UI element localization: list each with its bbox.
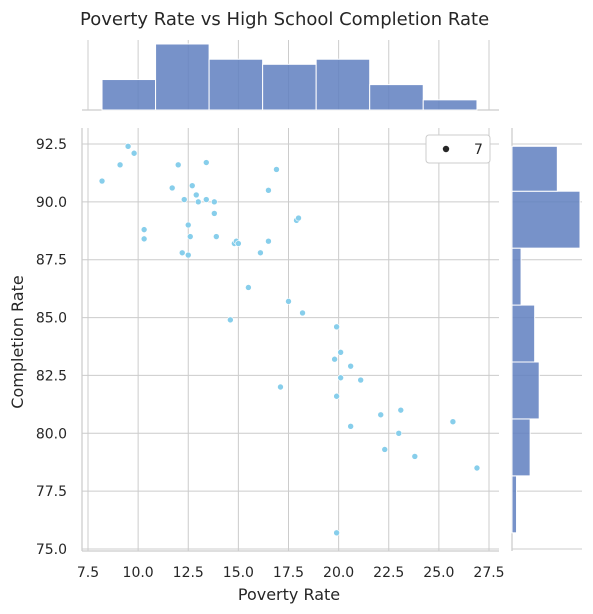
scatter-point <box>211 210 218 217</box>
scatter-point <box>98 177 106 185</box>
legend: 7 <box>425 134 491 164</box>
y-hist-bar <box>511 145 558 192</box>
y-hist-bar <box>511 475 518 534</box>
scatter-point <box>331 355 338 363</box>
scatter-point <box>377 411 385 419</box>
scatter-point <box>178 249 186 257</box>
scatter-point <box>202 159 210 166</box>
scatter-point <box>265 186 272 194</box>
scatter-point <box>211 198 218 206</box>
scatter-point <box>184 221 192 229</box>
x-hist-bar <box>422 99 478 111</box>
scatter-point <box>235 240 242 247</box>
x-hist-bar <box>208 58 264 111</box>
x-tick-label: 15.0 <box>223 565 254 581</box>
scatter-point <box>333 323 340 331</box>
x-axis-label: Poverty Rate <box>238 585 340 604</box>
y-tick-label: 82.5 <box>36 368 67 384</box>
scatter-point <box>130 149 138 157</box>
x-tick-label: 7.5 <box>77 565 99 581</box>
scatter-point <box>347 362 354 370</box>
scatter-point <box>295 214 302 222</box>
y-hist-bar <box>511 190 581 249</box>
legend-box <box>425 134 491 164</box>
scatter-point <box>337 348 344 356</box>
y-marginal-histogram <box>511 128 582 551</box>
x-tick-label: 20.0 <box>323 565 354 581</box>
y-tick-label: 80.0 <box>36 426 67 442</box>
y-hist-bar <box>511 418 531 477</box>
y-tick-label: 85.0 <box>36 311 67 327</box>
scatter-point <box>192 191 200 199</box>
scatter-point <box>337 374 344 382</box>
x-tick-label: 27.5 <box>473 565 504 581</box>
scatter-point <box>411 453 419 460</box>
y-tick-label: 92.5 <box>36 137 67 153</box>
scatter-point <box>180 196 188 203</box>
scatter-point <box>140 226 148 233</box>
main-plot-grid <box>82 128 499 551</box>
scatter-point <box>381 446 389 453</box>
y-tick-label: 77.5 <box>36 484 67 500</box>
y-hist-bar <box>511 361 540 420</box>
scatter-point <box>285 298 292 305</box>
y-tick-label: 75.0 <box>36 542 67 558</box>
scatter-point <box>473 464 481 472</box>
scatter-point <box>245 284 252 291</box>
scatter-point <box>449 418 457 426</box>
x-tick-label: 22.5 <box>373 565 404 581</box>
x-tick-label: 25.0 <box>423 565 454 581</box>
scatter-point <box>333 529 340 537</box>
x-hist-bar <box>315 58 371 111</box>
y-hist-bar <box>511 247 522 306</box>
scatter-point <box>395 429 403 437</box>
scatter-point <box>184 251 192 259</box>
scatter-point <box>227 316 234 324</box>
scatter-point <box>357 376 364 384</box>
scatter-point <box>186 233 194 240</box>
scatter-points <box>98 143 481 537</box>
chart-title: Poverty Rate vs High School Completion R… <box>80 9 489 30</box>
main-plot-axes: 7.5 10.0 12.5 15.0 17.5 20.0 22.5 25.0 27.5 75.0 7… <box>36 128 505 581</box>
x-tick-label: 10.0 <box>123 565 154 581</box>
scatter-point <box>257 249 264 257</box>
scatter-point <box>277 383 284 391</box>
scatter-point <box>202 196 210 203</box>
scatter-point <box>116 161 124 169</box>
x-hist-bar <box>155 43 210 111</box>
legend-marker <box>442 145 450 153</box>
x-tick-label: 12.5 <box>173 565 204 581</box>
x-marginal-histogram <box>82 40 499 111</box>
scatter-point <box>124 143 132 150</box>
y-tick-label: 87.5 <box>36 253 67 269</box>
scatter-point <box>188 182 196 189</box>
y-axis-label: Completion Rate <box>8 275 27 408</box>
scatter-point <box>273 166 280 173</box>
scatter-point <box>333 392 340 400</box>
scatter-point <box>194 198 202 206</box>
y-tick-label: 90.0 <box>36 195 67 211</box>
x-hist-bar <box>262 63 317 111</box>
x-hist-bar <box>101 79 157 111</box>
x-tick-label: 17.5 <box>273 565 304 581</box>
scatter-point <box>347 423 354 430</box>
scatter-point <box>299 309 306 317</box>
scatter-point <box>397 406 405 414</box>
scatter-point <box>140 235 148 243</box>
legend-label: 7 <box>474 142 483 158</box>
x-hist-bar <box>369 84 424 111</box>
scatter-point <box>265 237 272 245</box>
y-hist-bar <box>511 304 536 363</box>
scatter-point <box>168 184 176 192</box>
scatter-point <box>174 161 182 169</box>
scatter-point <box>213 233 220 240</box>
